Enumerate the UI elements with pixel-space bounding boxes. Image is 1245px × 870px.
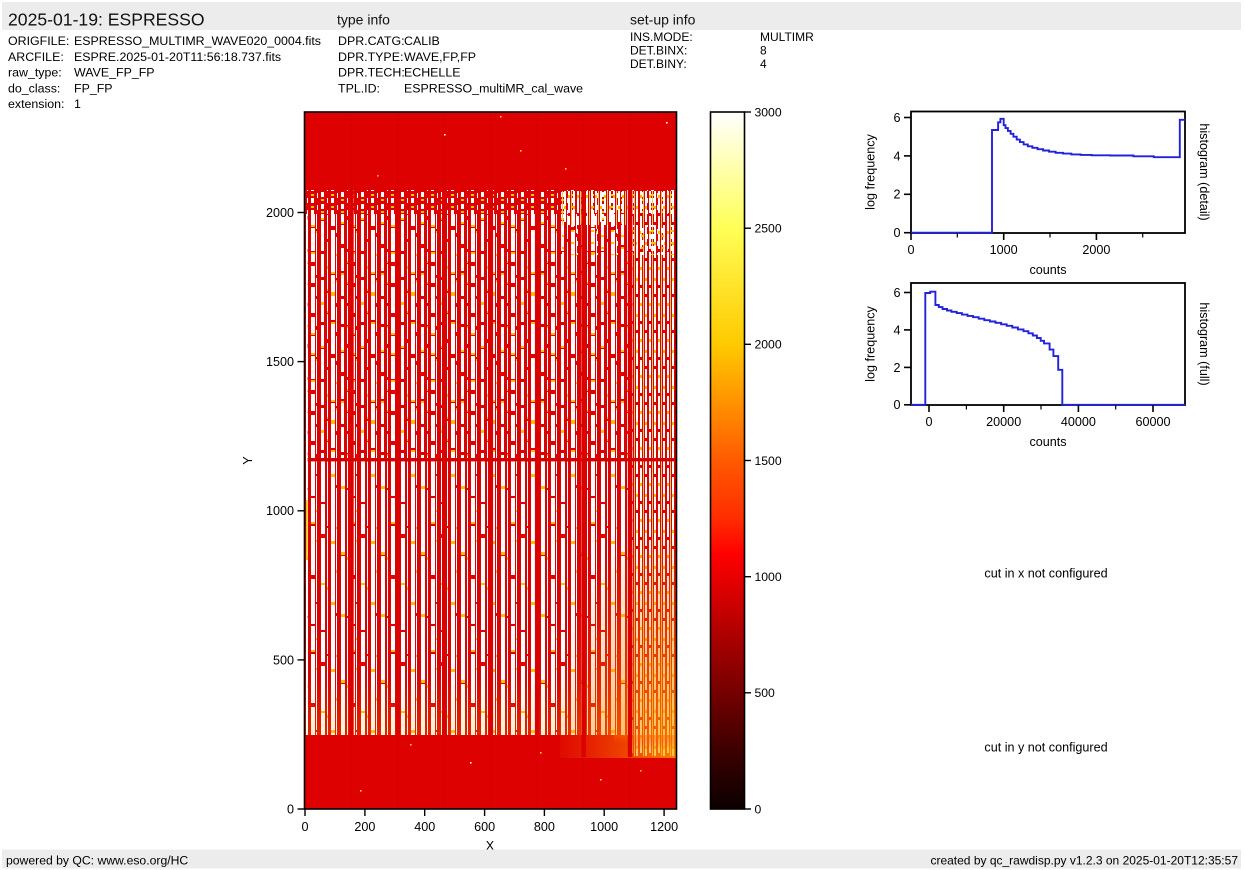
svg-text:MULTIMR: MULTIMR — [760, 30, 814, 44]
svg-text:INS.MODE:: INS.MODE: — [630, 30, 693, 44]
svg-text:0: 0 — [755, 802, 762, 816]
svg-text:600: 600 — [474, 820, 495, 834]
svg-text:DPR.CATG:: DPR.CATG: — [338, 34, 405, 48]
svg-text:1000: 1000 — [755, 570, 782, 584]
svg-text:cut in y not configured: cut in y not configured — [984, 741, 1107, 755]
svg-text:1500: 1500 — [266, 355, 294, 369]
svg-text:set-up info: set-up info — [630, 12, 696, 28]
svg-text:ESPRE.2025-01-20T11:56:18.737.: ESPRE.2025-01-20T11:56:18.737.fits — [74, 50, 281, 64]
svg-text:8: 8 — [760, 44, 767, 58]
svg-text:histogram (detail): histogram (detail) — [1197, 123, 1211, 220]
svg-text:6: 6 — [893, 286, 900, 300]
svg-text:ESPRESSO_MULTIMR_WAVE020_0004.: ESPRESSO_MULTIMR_WAVE020_0004.fits — [74, 34, 321, 48]
svg-text:4: 4 — [760, 57, 767, 71]
svg-text:1000: 1000 — [590, 820, 618, 834]
svg-text:60000: 60000 — [1135, 415, 1170, 429]
svg-text:log frequency: log frequency — [864, 305, 878, 381]
svg-text:ECHELLE: ECHELLE — [404, 66, 460, 80]
svg-text:4: 4 — [893, 149, 900, 163]
svg-text:histogram (full): histogram (full) — [1197, 302, 1211, 385]
svg-text:do_class:: do_class: — [8, 81, 60, 95]
svg-text:400: 400 — [414, 820, 435, 834]
svg-text:type info: type info — [337, 12, 390, 28]
svg-text:DET.BINY:: DET.BINY: — [630, 57, 687, 71]
svg-text:extension:: extension: — [8, 97, 64, 111]
svg-text:20000: 20000 — [986, 415, 1021, 429]
svg-text:4: 4 — [893, 323, 900, 337]
svg-text:1500: 1500 — [755, 454, 782, 468]
svg-text:ARCFILE:: ARCFILE: — [8, 50, 64, 64]
svg-text:0: 0 — [907, 243, 914, 257]
svg-text:FP_FP: FP_FP — [74, 81, 113, 95]
svg-text:ESPRESSO_multiMR_cal_wave: ESPRESSO_multiMR_cal_wave — [404, 81, 583, 95]
svg-text:Y: Y — [241, 456, 255, 465]
svg-text:2000: 2000 — [1082, 243, 1110, 257]
svg-text:800: 800 — [534, 820, 555, 834]
svg-text:1200: 1200 — [650, 820, 678, 834]
svg-text:powered by QC: www.eso.org/HC: powered by QC: www.eso.org/HC — [6, 854, 188, 868]
svg-text:200: 200 — [354, 820, 375, 834]
svg-text:1000: 1000 — [990, 243, 1018, 257]
svg-text:1: 1 — [74, 97, 81, 111]
svg-text:0: 0 — [287, 802, 294, 816]
svg-text:40000: 40000 — [1061, 415, 1096, 429]
svg-text:DPR.TYPE:: DPR.TYPE: — [338, 50, 403, 64]
svg-text:TPL.ID:: TPL.ID: — [338, 81, 380, 95]
svg-text:1000: 1000 — [266, 504, 294, 518]
svg-text:6: 6 — [893, 111, 900, 125]
svg-text:counts: counts — [1029, 263, 1066, 277]
svg-text:WAVE,FP,FP: WAVE,FP,FP — [404, 50, 476, 64]
svg-text:DET.BINX:: DET.BINX: — [630, 44, 687, 58]
svg-text:counts: counts — [1029, 435, 1066, 449]
svg-text:3000: 3000 — [755, 105, 782, 119]
svg-text:DPR.TECH:: DPR.TECH: — [338, 66, 405, 80]
svg-text:2: 2 — [893, 188, 900, 202]
svg-text:WAVE_FP_FP: WAVE_FP_FP — [74, 66, 155, 80]
svg-text:raw_type:: raw_type: — [8, 66, 62, 80]
svg-text:cut in x not configured: cut in x not configured — [984, 567, 1107, 581]
svg-text:CALIB: CALIB — [404, 34, 440, 48]
svg-text:500: 500 — [755, 686, 776, 700]
svg-text:0: 0 — [925, 415, 932, 429]
svg-text:2000: 2000 — [266, 206, 294, 220]
svg-text:0: 0 — [301, 820, 308, 834]
svg-text:ORIGFILE:: ORIGFILE: — [8, 34, 69, 48]
svg-text:2500: 2500 — [755, 222, 782, 236]
svg-text:500: 500 — [273, 653, 294, 667]
svg-text:0: 0 — [893, 226, 900, 240]
svg-text:2025-01-19: ESPRESSO: 2025-01-19: ESPRESSO — [8, 10, 205, 30]
svg-text:X: X — [486, 839, 495, 853]
svg-text:2000: 2000 — [755, 338, 782, 352]
svg-text:log frequency: log frequency — [864, 133, 878, 209]
svg-text:created by qc_rawdisp.py v1.2.: created by qc_rawdisp.py v1.2.3 on 2025-… — [930, 854, 1238, 868]
svg-text:2: 2 — [893, 361, 900, 375]
svg-text:0: 0 — [893, 398, 900, 412]
